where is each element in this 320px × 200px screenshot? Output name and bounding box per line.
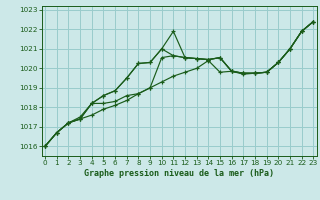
X-axis label: Graphe pression niveau de la mer (hPa): Graphe pression niveau de la mer (hPa) (84, 169, 274, 178)
